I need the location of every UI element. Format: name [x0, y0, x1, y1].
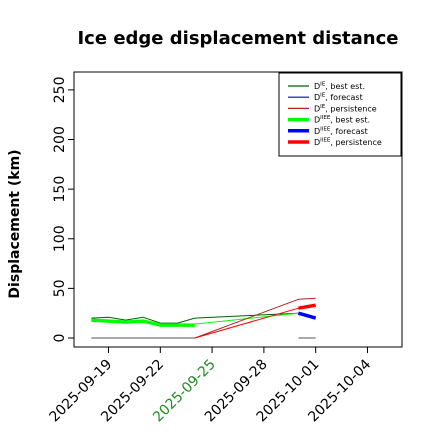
legend-label: DIIEE, forecast	[314, 126, 368, 136]
legend-label-base: D	[314, 104, 320, 113]
legend-label-suffix: , best est.	[330, 116, 370, 125]
legend-label-suffix: , forecast	[325, 93, 362, 102]
legend-label-sup: IIEE	[320, 115, 331, 121]
legend-label: DIE, persistence	[314, 104, 377, 114]
legend-label-sup: IIEE	[320, 126, 331, 132]
legend-label: DIE, best est.	[314, 82, 365, 92]
legend-label-base: D	[314, 82, 320, 91]
y-tick-label: 0	[52, 334, 68, 343]
legend-label-base: D	[314, 138, 320, 147]
series-line	[194, 297, 316, 339]
y-tick-label: 150	[52, 176, 68, 203]
legend-label: DIE, forecast	[314, 93, 363, 103]
legend-label-base: D	[314, 127, 320, 136]
legend-label-sup: IIEE	[320, 138, 331, 144]
legend-label-suffix: , persistence	[330, 138, 381, 147]
series-line	[297, 311, 317, 320]
legend-label-sup: IE	[320, 82, 326, 88]
legend-label-base: D	[314, 93, 320, 102]
y-tick-label: 250	[52, 77, 68, 104]
legend-label-suffix: , forecast	[330, 127, 367, 136]
series-line	[91, 318, 195, 327]
legend-label: DIIEE, best est.	[314, 115, 370, 125]
y-tick-label: 200	[52, 126, 68, 153]
y-axis-label: Displacement (km)	[7, 149, 23, 298]
legend-label: DIIEE, persistence	[314, 138, 382, 148]
legend-label-sup: IE	[320, 104, 326, 110]
legend-label-suffix: , best est.	[325, 82, 365, 91]
legend-label-suffix: , persistence	[325, 104, 376, 113]
y-axis: 0 50 100 150 200 250	[52, 77, 74, 343]
chart-title: Ice edge displacement distance	[77, 28, 398, 49]
legend-label-base: D	[314, 116, 320, 125]
x-axis: 2025-09-192025-09-222025-09-252025-09-28…	[47, 347, 374, 425]
series-line	[194, 307, 299, 339]
legend-label-sup: IE	[320, 93, 326, 99]
y-tick-label: 50	[52, 279, 68, 297]
series-line	[298, 303, 316, 310]
series-line	[91, 312, 316, 324]
y-tick-label: 100	[52, 225, 68, 252]
plot-frame	[73, 71, 403, 348]
series-layer	[91, 297, 317, 339]
